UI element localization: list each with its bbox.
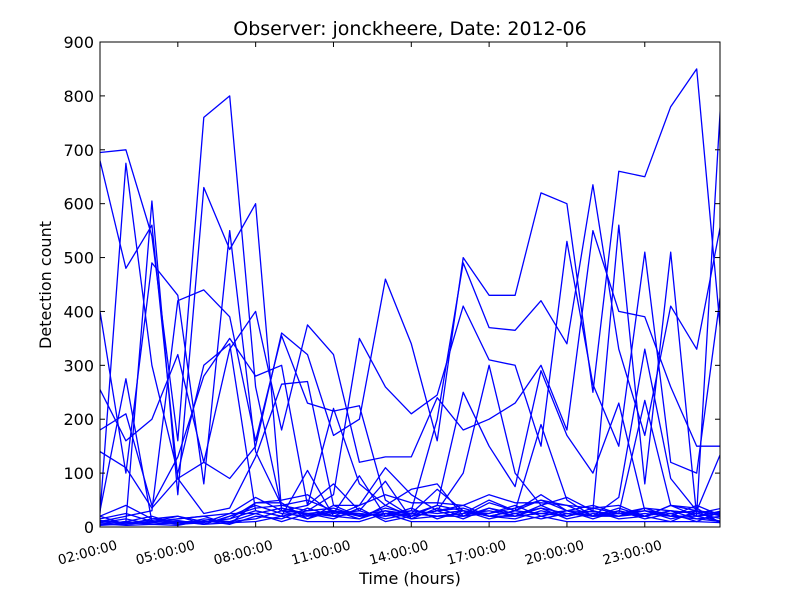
series-lines <box>100 68 720 527</box>
y-axis-label: Detection count <box>36 221 55 349</box>
chart-title: Observer: jonckheere, Date: 2012-06 <box>233 18 587 40</box>
y-tick-label: 800 <box>63 87 94 106</box>
series-line-13 <box>100 507 720 525</box>
y-tick-label: 200 <box>63 410 94 429</box>
series-line-8 <box>100 162 720 517</box>
y-tick-label: 0 <box>84 518 94 537</box>
series-line-4 <box>100 229 720 512</box>
y-axis: 0 100 200 300 400 500 600 700 800 900 <box>63 33 720 537</box>
plot-frame <box>99 41 721 528</box>
y-tick-label: 100 <box>63 464 94 483</box>
series-line-18 <box>100 507 720 525</box>
series-line-5 <box>100 229 720 463</box>
y-tick-label: 500 <box>63 249 94 268</box>
y-tick-label: 300 <box>63 356 94 375</box>
y-tick-label: 600 <box>63 195 94 214</box>
x-axis-label: Time (hours) <box>358 569 461 588</box>
series-line-20 <box>100 494 720 527</box>
series-line-17 <box>100 507 720 525</box>
series-line-19 <box>100 512 720 527</box>
y-tick-label: 400 <box>63 302 94 321</box>
series-line-16 <box>100 504 720 525</box>
y-tick-label: 700 <box>63 141 94 160</box>
y-tick-label: 900 <box>63 33 94 52</box>
